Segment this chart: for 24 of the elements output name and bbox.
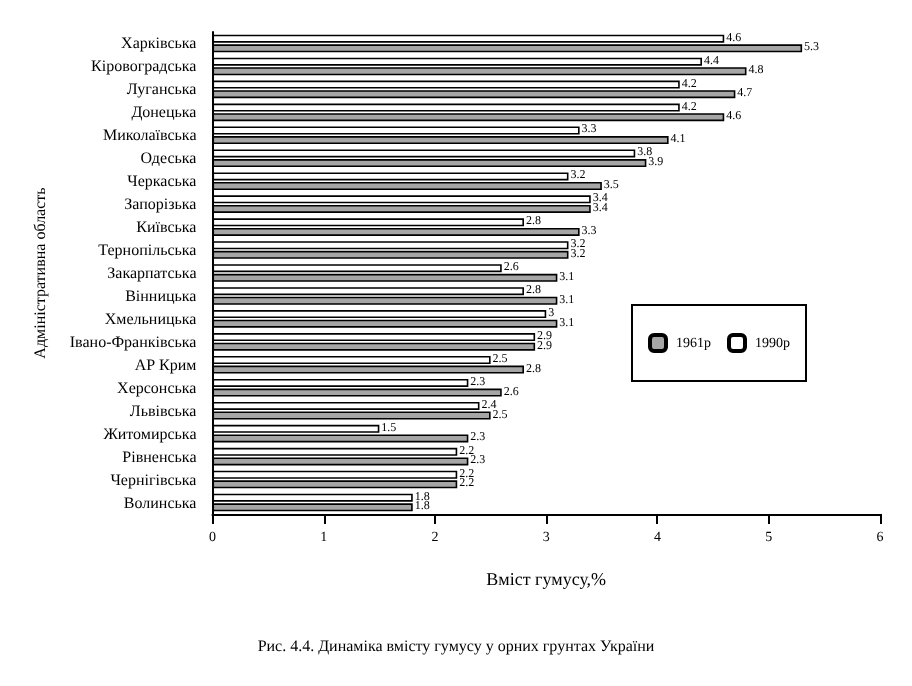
y-tick-label: Київська bbox=[136, 218, 198, 237]
y-tick-label: Рівненська bbox=[122, 447, 198, 466]
y-tick-label: Волинська bbox=[123, 493, 198, 512]
text: Рис. 4.4. Динаміка вмісту гумусу у орних грунтах України bbox=[257, 637, 656, 655]
y-axis-title: Адміністративна область bbox=[31, 186, 49, 359]
y-tick-label: Івано-Франківська bbox=[69, 332, 198, 351]
y-tick-label: Херсонська bbox=[117, 378, 198, 397]
y-tick-label: Харківська bbox=[121, 34, 198, 53]
y-tick-label: Черкаська bbox=[127, 172, 198, 191]
y-tick-label: Вінницька bbox=[125, 286, 198, 305]
y-tick-label: Львівська bbox=[129, 401, 198, 420]
y-tick-label: Кіровоградська bbox=[91, 57, 198, 76]
y-tick-label: Закарпатська bbox=[107, 264, 198, 282]
y-tick-label: Донецька bbox=[131, 103, 198, 122]
y-tick-label: Миколаївська bbox=[102, 126, 198, 145]
y-tick-label: Одеська bbox=[140, 149, 198, 168]
y-tick-label: Тернопільська bbox=[98, 241, 198, 260]
y-tick-label: Луганська bbox=[126, 80, 198, 99]
y-tick-label: Запорізька bbox=[124, 195, 198, 214]
y-tick-label: АР Крим bbox=[134, 355, 197, 374]
y-tick-label: Хмельницька bbox=[104, 309, 198, 328]
y-tick-label: Житомирська bbox=[103, 424, 198, 443]
x-axis-title: Вміст гумусу,% bbox=[486, 569, 608, 589]
y-tick-label: Чернігівська bbox=[110, 470, 198, 489]
